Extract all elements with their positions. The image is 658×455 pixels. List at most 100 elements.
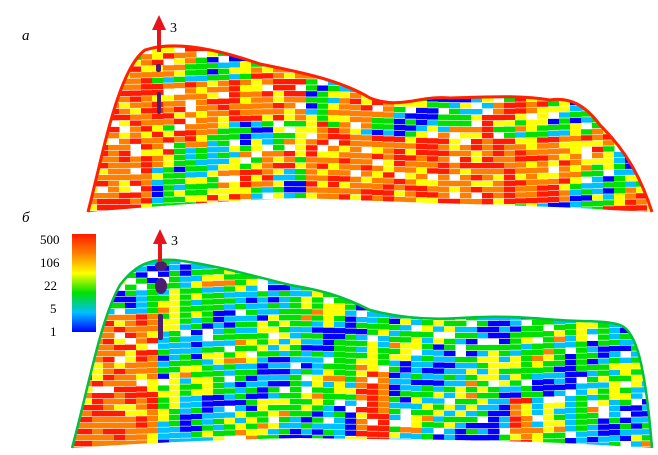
section-cell — [471, 48, 483, 55]
section-cell — [587, 298, 599, 305]
section-cell — [482, 198, 494, 205]
section-cell — [125, 272, 137, 279]
section-cell — [592, 104, 604, 111]
section-cell — [647, 97, 652, 103]
section-cell — [350, 206, 362, 213]
section-cell — [334, 340, 346, 346]
section-cell — [576, 413, 588, 419]
section-cell — [405, 149, 417, 155]
section-cell — [411, 391, 423, 398]
section-cell — [81, 362, 93, 369]
section-cell — [268, 309, 280, 315]
section-cell — [389, 438, 401, 444]
section-cell — [284, 121, 296, 127]
section-cell — [389, 378, 401, 384]
section-cell — [180, 270, 192, 276]
section-cell — [86, 217, 98, 222]
section-cell — [587, 449, 599, 454]
section-cell — [356, 358, 368, 365]
section-cell — [488, 428, 500, 435]
section-cell — [620, 339, 632, 346]
section-cell — [180, 366, 192, 372]
section-cell — [147, 361, 159, 368]
section-cell — [152, 119, 164, 126]
section-cell — [345, 382, 357, 388]
section-cell — [251, 91, 263, 97]
section-cell — [229, 200, 241, 206]
section-cell — [257, 321, 269, 327]
section-cell — [416, 173, 428, 180]
section-cell — [224, 430, 236, 436]
section-cell — [642, 309, 652, 315]
section-cell — [114, 326, 126, 333]
section-cell — [433, 380, 445, 386]
section-cell — [180, 348, 192, 354]
section-cell — [317, 211, 329, 213]
section-cell — [466, 428, 478, 435]
section-cell — [532, 397, 544, 403]
section-cell — [471, 108, 483, 115]
section-cell — [444, 410, 456, 417]
section-cell — [405, 197, 417, 203]
section-cell — [482, 168, 494, 175]
section-cell — [279, 321, 291, 327]
section-cell — [653, 285, 658, 290]
section-cell — [570, 201, 582, 208]
section-cell — [466, 302, 478, 309]
section-cell — [268, 369, 280, 375]
section-cell — [504, 156, 516, 162]
section-cell — [609, 382, 621, 388]
section-cell — [251, 127, 263, 133]
section-cell — [229, 152, 241, 158]
section-cell — [350, 56, 362, 63]
section-cell — [290, 339, 302, 345]
section-cell — [345, 412, 357, 418]
section-cell — [532, 433, 544, 439]
section-cell — [257, 333, 269, 339]
section-cell — [103, 404, 115, 411]
section-cell — [449, 54, 461, 61]
section-cell — [631, 387, 643, 393]
section-cell — [427, 138, 439, 144]
section-cell — [570, 153, 582, 160]
section-a-cells — [86, 45, 652, 222]
section-cell — [504, 108, 516, 114]
section-cell — [328, 103, 340, 110]
section-cell — [246, 315, 258, 321]
section-cell — [202, 425, 214, 431]
section-cell — [488, 278, 500, 285]
section-cell — [576, 341, 588, 347]
section-cell — [444, 350, 456, 357]
section-cell — [653, 381, 658, 386]
section-cell — [88, 78, 98, 85]
section-cell — [306, 109, 318, 115]
section-cell — [576, 275, 588, 281]
section-cell — [130, 102, 142, 108]
section-cell — [136, 416, 148, 422]
section-cell — [422, 284, 434, 290]
section-cell — [493, 54, 505, 61]
section-cell — [405, 113, 417, 119]
section-cell — [636, 91, 648, 97]
section-cell — [455, 404, 467, 411]
section-cell — [328, 163, 340, 170]
section-cell — [548, 118, 560, 125]
section-cell — [537, 125, 549, 131]
section-cell — [581, 99, 593, 105]
section-cell — [196, 75, 208, 82]
section-cell — [537, 53, 549, 59]
section-cell — [631, 327, 643, 333]
section-cell — [444, 326, 456, 333]
section-cell — [224, 310, 236, 316]
section-cell — [587, 394, 599, 401]
section-cell — [125, 374, 137, 381]
section-cell — [598, 334, 610, 340]
section-cell — [125, 344, 137, 351]
section-cell — [147, 397, 159, 404]
section-cell — [510, 332, 522, 338]
section-cell — [279, 273, 291, 279]
section-cell — [653, 399, 658, 404]
section-cell — [411, 355, 423, 362]
section-cell — [400, 397, 412, 403]
section-cell — [383, 106, 395, 112]
